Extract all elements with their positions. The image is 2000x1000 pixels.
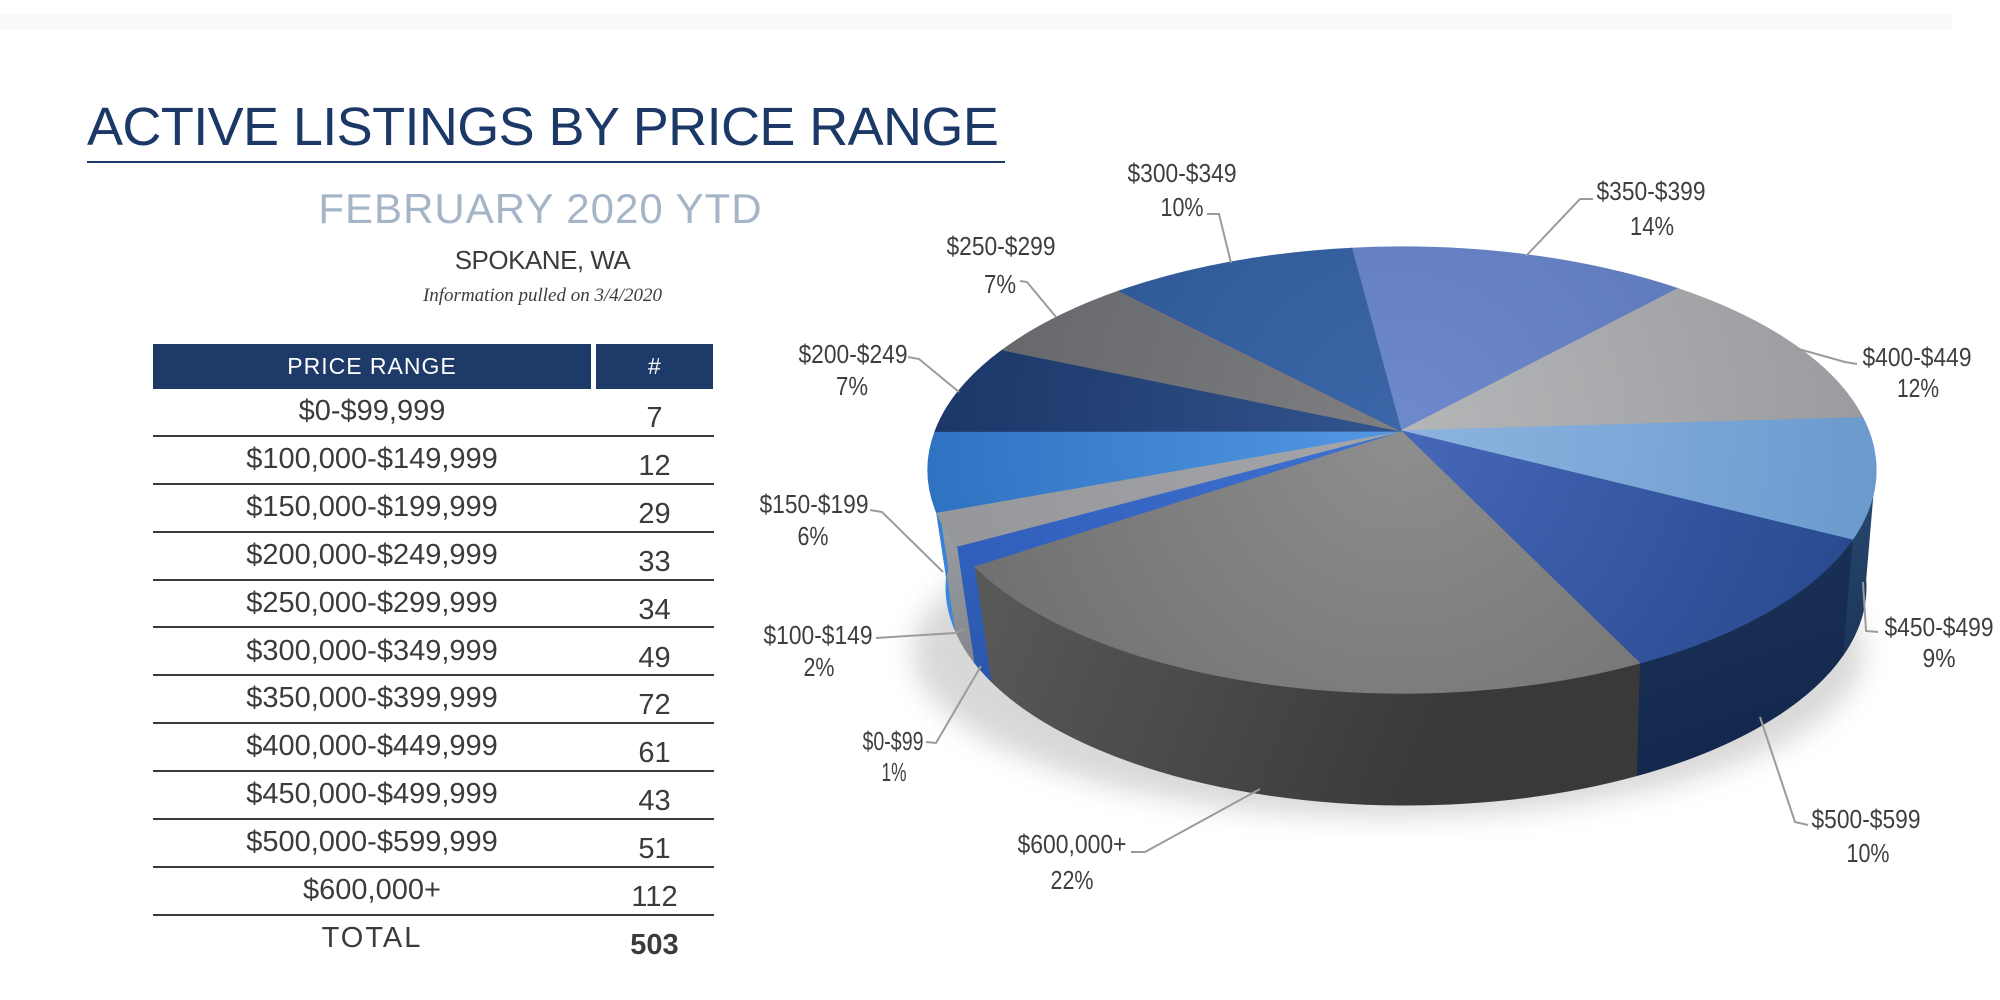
svg-text:$150-$199: $150-$199 bbox=[760, 489, 869, 519]
svg-text:$450-$499: $450-$499 bbox=[1885, 612, 1994, 642]
svg-text:$100-$149: $100-$149 bbox=[764, 620, 873, 650]
svg-text:2%: 2% bbox=[804, 652, 835, 682]
svg-text:12%: 12% bbox=[1897, 373, 1939, 403]
svg-text:$500-$599: $500-$599 bbox=[1812, 804, 1921, 834]
svg-text:$400-$449: $400-$449 bbox=[1863, 342, 1972, 372]
svg-text:10%: 10% bbox=[1847, 838, 1890, 868]
svg-text:$300-$349: $300-$349 bbox=[1128, 158, 1237, 188]
svg-text:$250-$299: $250-$299 bbox=[947, 231, 1056, 261]
svg-text:$350-$399: $350-$399 bbox=[1597, 176, 1706, 206]
svg-text:9%: 9% bbox=[1923, 643, 1956, 673]
svg-text:$600,000+: $600,000+ bbox=[1018, 829, 1127, 859]
svg-text:$200-$249: $200-$249 bbox=[799, 339, 908, 369]
svg-text:$0-$99: $0-$99 bbox=[863, 726, 924, 756]
svg-text:14%: 14% bbox=[1630, 211, 1674, 241]
svg-text:22%: 22% bbox=[1051, 865, 1094, 895]
svg-text:7%: 7% bbox=[836, 371, 868, 401]
svg-text:6%: 6% bbox=[798, 521, 829, 551]
svg-text:10%: 10% bbox=[1161, 192, 1204, 222]
svg-text:7%: 7% bbox=[984, 269, 1016, 299]
svg-text:1%: 1% bbox=[882, 757, 907, 787]
